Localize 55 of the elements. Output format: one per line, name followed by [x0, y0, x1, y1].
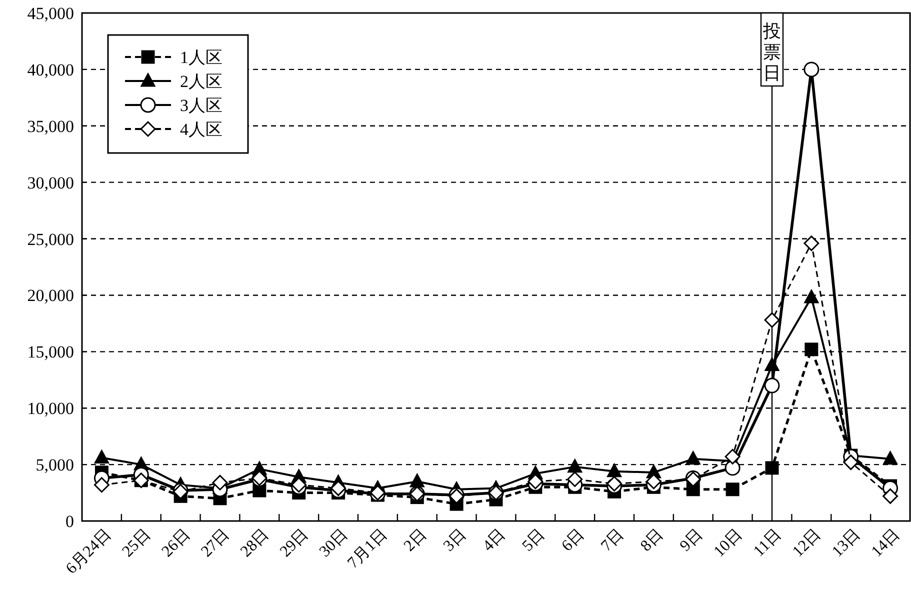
legend-label: 2人区 — [180, 72, 222, 91]
x-tick-label: 12日 — [790, 526, 824, 560]
point — [804, 236, 820, 252]
x-tick-label: 14日 — [868, 526, 904, 560]
point — [686, 451, 700, 465]
point — [883, 451, 898, 465]
x-tick-label: 10日 — [710, 526, 746, 560]
point — [607, 464, 622, 478]
point — [764, 378, 780, 394]
point — [410, 474, 424, 488]
x-tick-label: 3日 — [440, 526, 470, 555]
point — [646, 474, 662, 490]
point — [764, 312, 780, 328]
legend-label: 4人区 — [180, 120, 222, 139]
point — [568, 459, 582, 473]
x-tick-label: 29日 — [277, 526, 312, 560]
y-tick-label: 0 — [66, 512, 74, 531]
x-tick-label: 13日 — [829, 526, 864, 560]
x-tick-label: 4日 — [480, 526, 509, 555]
legend-label: 1人区 — [180, 48, 222, 67]
y-tick-label: 15,000 — [27, 342, 74, 362]
y-tick-label: 35,000 — [27, 116, 74, 136]
x-tick-label: 8日 — [638, 526, 667, 555]
point — [726, 482, 740, 496]
y-tick-label: 30,000 — [27, 173, 74, 192]
x-tick-label: 27日 — [198, 526, 233, 560]
point — [724, 460, 740, 476]
point — [804, 290, 819, 304]
x-tick-label: 26日 — [158, 526, 194, 560]
x-tick-label: 7日 — [598, 526, 628, 555]
point — [94, 477, 110, 493]
point — [724, 448, 740, 464]
legend-label: 3人区 — [180, 96, 222, 115]
point — [804, 62, 820, 78]
y-tick-label: 40,000 — [27, 60, 74, 80]
y-tick-label: 10,000 — [27, 399, 74, 418]
point — [882, 488, 898, 504]
point — [804, 342, 818, 356]
x-tick-label: 5日 — [519, 526, 548, 555]
y-tick-label: 25,000 — [27, 230, 74, 249]
x-tick-label: 6日 — [558, 526, 588, 555]
point — [765, 461, 779, 475]
x-tick-label: 28日 — [238, 526, 272, 560]
x-tick-label: 11日 — [750, 526, 785, 560]
point — [212, 474, 228, 490]
ref-line-label: 投票日 — [762, 21, 781, 83]
x-tick-label: 9日 — [676, 526, 706, 555]
y-tick-label: 45,000 — [27, 4, 74, 23]
x-tick-label: 25日 — [119, 526, 154, 560]
point — [843, 454, 859, 470]
x-tick-label: 2日 — [400, 526, 430, 555]
point — [567, 471, 583, 487]
point — [94, 450, 109, 464]
y-tick-label: 5,000 — [36, 456, 74, 475]
y-tick-label: 20,000 — [27, 286, 74, 306]
